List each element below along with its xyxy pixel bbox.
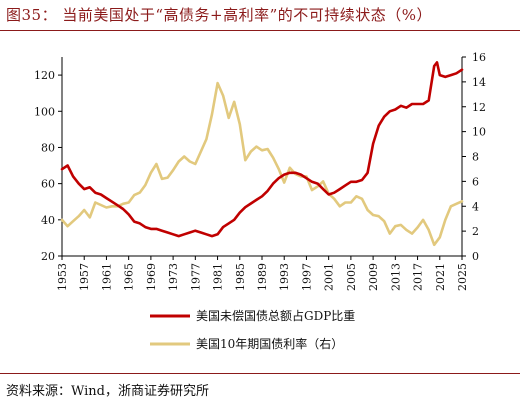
x-tick-label: 1953 xyxy=(56,263,69,291)
x-tick-label: 2025 xyxy=(456,263,469,291)
x-tick-label: 1993 xyxy=(278,263,291,291)
right-tick-label: 8 xyxy=(472,151,479,164)
left-tick-label: 20 xyxy=(41,250,55,263)
source-note: 资料来源：Wind，浙商证券研究所 xyxy=(6,384,209,399)
x-tick-label: 2005 xyxy=(345,263,358,291)
x-tick-label: 1997 xyxy=(300,263,313,291)
left-tick-label: 80 xyxy=(41,141,55,154)
x-tick-label: 1969 xyxy=(145,263,158,291)
right-tick-label: 16 xyxy=(472,51,486,64)
left-tick-label: 40 xyxy=(41,214,55,227)
source-rule xyxy=(0,373,520,374)
x-tick-label: 1989 xyxy=(256,263,269,291)
title-rule xyxy=(0,30,520,31)
x-tick-label: 2001 xyxy=(323,263,336,291)
x-tick-label: 1985 xyxy=(234,263,247,291)
x-tick-label: 1977 xyxy=(189,263,202,291)
left-tick-label: 60 xyxy=(41,178,55,191)
x-tick-label: 1965 xyxy=(123,263,136,291)
x-tick-label: 1981 xyxy=(212,263,225,291)
right-tick-label: 4 xyxy=(472,200,479,213)
x-tick-label: 1961 xyxy=(100,263,113,291)
right-tick-label: 0 xyxy=(472,250,479,263)
treasury-10y-yield-line xyxy=(60,81,464,247)
x-tick-label: 2021 xyxy=(434,263,447,291)
right-tick-label: 6 xyxy=(472,175,479,188)
legend-label: 美国10年期国债利率（右） xyxy=(196,336,343,351)
right-tick-label: 12 xyxy=(472,101,486,114)
x-tick-label: 2013 xyxy=(389,263,402,291)
x-tick-label: 1973 xyxy=(167,263,180,291)
figure-title: 图35： 当前美国处于“高债务+高利率”的不可持续状态（%） xyxy=(6,6,433,24)
axes: 20 40 60 80 100 120 0 2 4 6 8 10 12 14 16 1953 1957 1961 1… xyxy=(34,51,486,291)
x-tick-label: 1957 xyxy=(78,263,91,291)
debt-to-gdp-line xyxy=(60,61,464,238)
right-tick-label: 2 xyxy=(472,225,479,238)
right-tick-label: 14 xyxy=(472,76,486,89)
right-tick-label: 10 xyxy=(472,126,486,139)
legend-label: 美国未偿国债总额占GDP比重 xyxy=(196,308,355,323)
x-tick-label: 2009 xyxy=(367,263,380,291)
left-tick-label: 100 xyxy=(34,105,55,118)
left-tick-label: 120 xyxy=(34,69,55,82)
series-lines xyxy=(60,61,464,247)
x-tick-label: 2017 xyxy=(412,263,425,291)
